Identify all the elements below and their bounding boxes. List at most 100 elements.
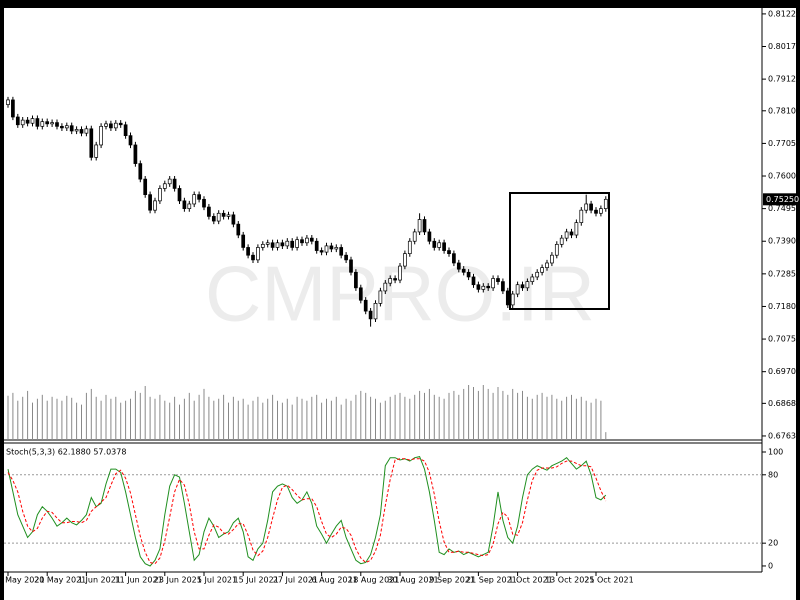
candle-body: [89, 128, 94, 158]
candle-body: [123, 124, 128, 136]
x-tick-label: 30 Aug 2021: [387, 576, 438, 585]
candle-body: [167, 178, 172, 185]
candle-body: [398, 265, 402, 281]
candle-body: [162, 183, 167, 189]
candle-body: [388, 278, 393, 284]
candle-body: [530, 276, 535, 282]
candle-body: [256, 247, 260, 261]
candle-body: [334, 247, 339, 250]
candle-body: [461, 268, 466, 273]
candle-body: [383, 282, 388, 292]
candle-body: [143, 178, 148, 196]
candle-body: [226, 214, 231, 217]
candle-body: [50, 122, 54, 125]
candle-body: [456, 262, 461, 270]
candle-body: [594, 209, 598, 214]
candle-body: [295, 239, 299, 248]
candle-body: [187, 203, 192, 209]
candle-body: [447, 250, 451, 255]
candle-body: [113, 122, 118, 129]
candle-body: [407, 240, 412, 255]
candle-body: [148, 194, 152, 211]
candle-body: [505, 290, 510, 306]
candle-body: [265, 242, 270, 245]
candle-body: [422, 219, 427, 233]
candle-body: [177, 188, 182, 202]
candle-body: [564, 231, 569, 239]
candle-body: [525, 281, 530, 289]
candle-body: [584, 203, 589, 211]
y-tick-label: 80: [768, 470, 778, 479]
candle-body: [476, 284, 481, 290]
candle-body: [104, 123, 108, 127]
candle-body: [496, 278, 500, 282]
x-tick-label: 23 Jun 2021: [154, 576, 202, 585]
candle-body: [216, 212, 221, 222]
x-tick-label: 20 May 2021: [34, 576, 86, 585]
candle-body: [363, 299, 368, 312]
price-tag: [763, 193, 796, 206]
candle-body: [432, 240, 437, 248]
x-tick-label: 11 Jun 2021: [115, 576, 163, 585]
candle-body: [45, 121, 50, 125]
candle-body: [452, 253, 456, 264]
x-tick-label: 15 Jul 2021: [234, 576, 279, 585]
candle-body: [94, 144, 99, 158]
candle-body: [84, 128, 89, 134]
candle-body: [574, 222, 579, 236]
y-tick-label: 0.67630: [768, 431, 800, 440]
candle-body: [471, 276, 476, 286]
x-tick-label: 0 May 2021: [0, 576, 45, 585]
candle-body: [207, 206, 211, 217]
candle-body: [133, 144, 138, 164]
candle-body: [486, 285, 491, 289]
candle-body: [309, 237, 314, 242]
candle-body: [30, 118, 35, 124]
candle-body: [74, 129, 79, 132]
y-tick-label: 0.73900: [768, 237, 800, 246]
candle-body: [344, 254, 348, 261]
x-tick-label: 27 Jul 2021: [273, 576, 318, 585]
x-tick-label: 21 Sep 2021: [466, 576, 517, 585]
stoch-title: Stoch(5,3,3) 62.1880 57.0378: [6, 448, 126, 457]
candle-body: [481, 285, 486, 290]
y-tick-label: 20: [768, 539, 778, 548]
candle-body: [373, 303, 378, 320]
candle-body: [25, 119, 30, 124]
candle-body: [197, 194, 201, 200]
candle-body: [314, 240, 319, 251]
y-tick-label: 0.69700: [768, 367, 800, 376]
candle-body: [202, 198, 206, 208]
candle-body: [182, 200, 187, 209]
x-tick-label: 18 Aug 2021: [348, 576, 399, 585]
candle-body: [393, 278, 397, 281]
x-tick-label: 13 Oct 2021: [545, 576, 594, 585]
candle-body: [403, 253, 407, 267]
candle-body: [368, 310, 373, 320]
candle-body: [172, 178, 177, 189]
candle-body: [55, 122, 59, 127]
candle-body: [270, 242, 275, 248]
candle-body: [540, 267, 544, 273]
candle-body: [246, 247, 250, 256]
candle-body: [569, 231, 574, 236]
candle-body: [275, 242, 280, 248]
candle-body: [211, 216, 216, 222]
candle-body: [510, 293, 515, 306]
candle-body: [305, 237, 309, 244]
y-tick-label: 0.78100: [768, 106, 800, 115]
candle-body: [221, 212, 226, 217]
y-tick-label: 0.71800: [768, 302, 800, 311]
x-tick-label: 1 Oct 2021: [508, 576, 552, 585]
y-tick-label: 0: [768, 561, 773, 570]
candle-body: [6, 99, 10, 105]
candle-body: [550, 254, 554, 264]
y-tick-label: 0.80170: [768, 42, 800, 51]
candle-body: [589, 203, 593, 211]
candle-body: [69, 125, 74, 132]
candle-body: [466, 271, 471, 278]
candle-body: [35, 118, 40, 127]
candle-body: [599, 208, 603, 214]
candle-body: [329, 245, 334, 250]
